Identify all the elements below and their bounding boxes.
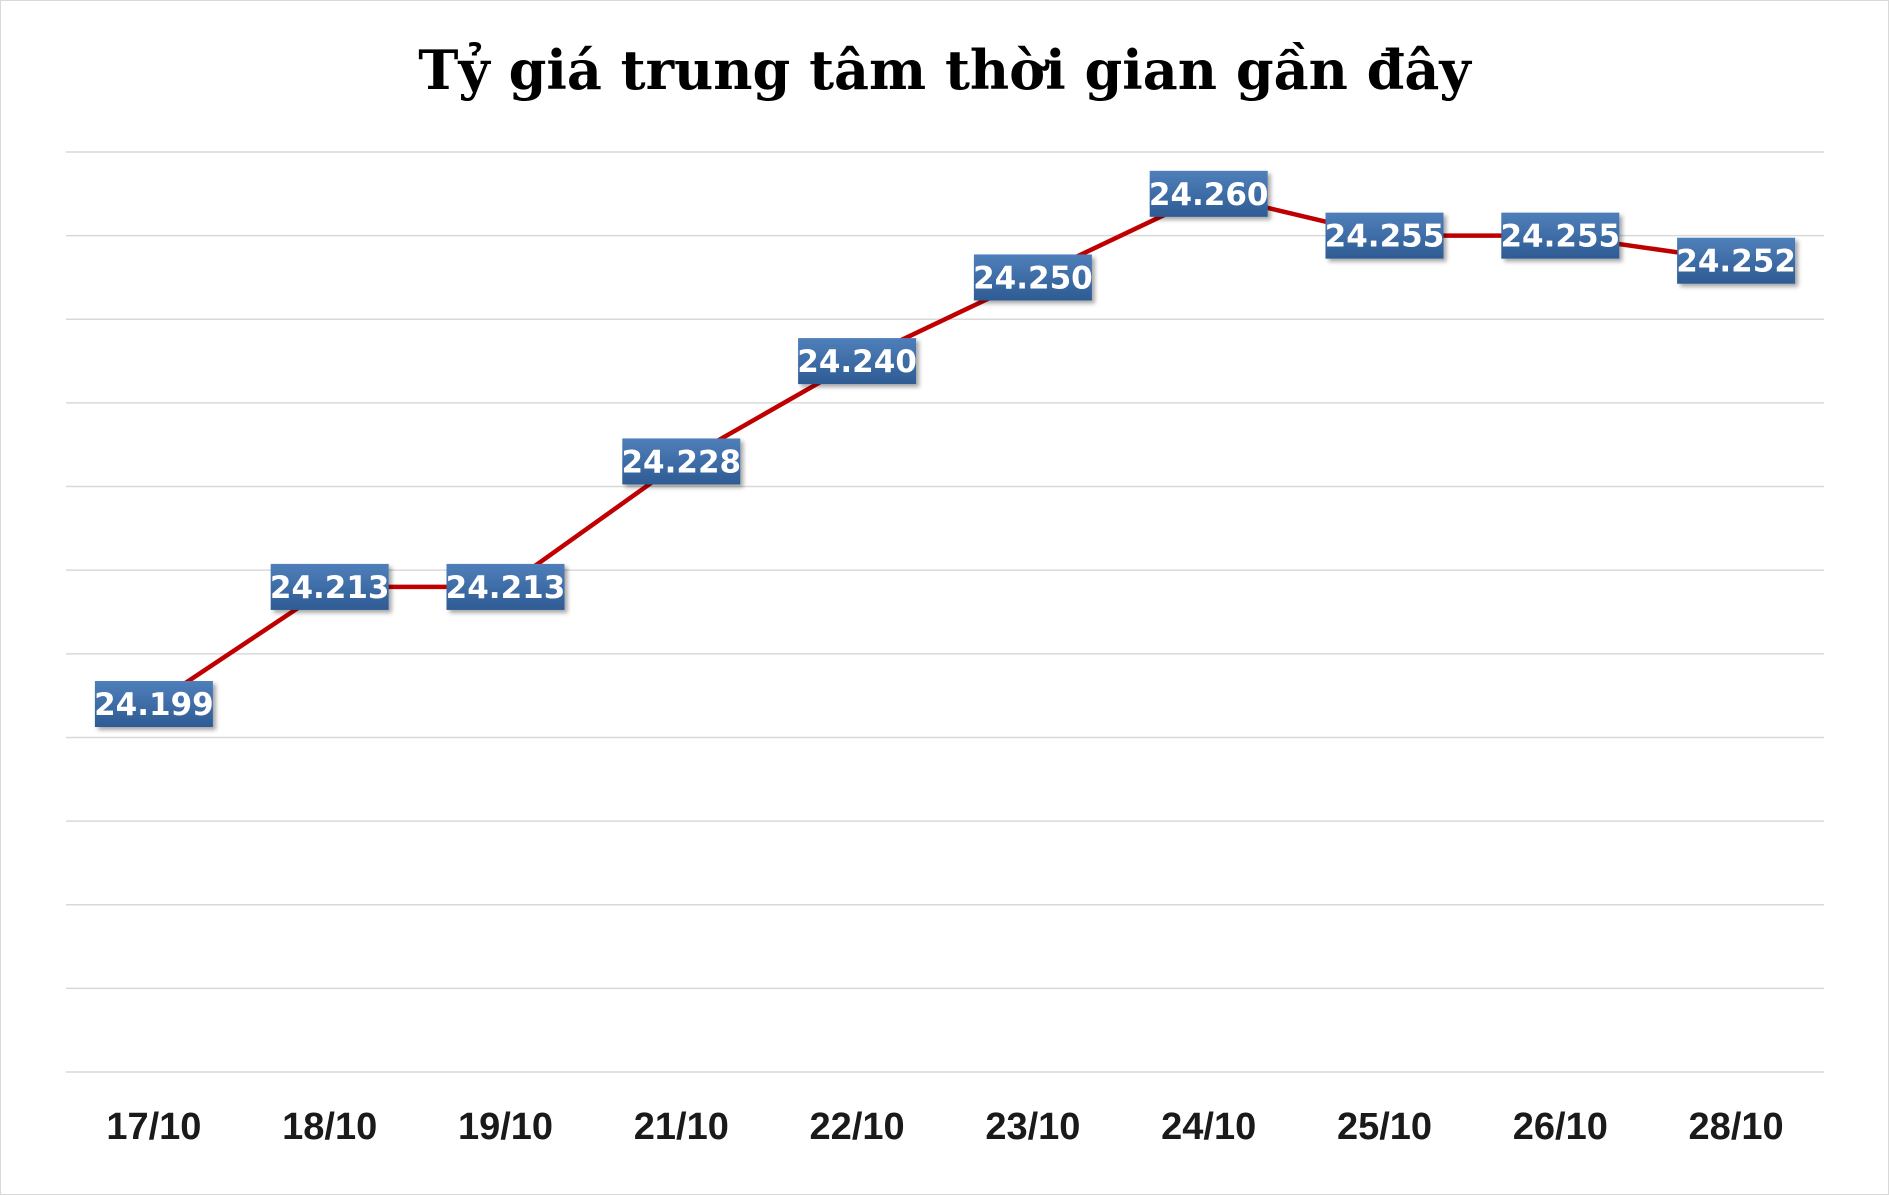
- x-tick-label: 17/10: [106, 1106, 201, 1148]
- data-label-box: [1501, 212, 1620, 259]
- x-tick-label: 26/10: [1513, 1106, 1608, 1148]
- x-tick-label: 21/10: [634, 1106, 729, 1148]
- data-label: 24.255: [1500, 212, 1620, 259]
- x-axis-tick-labels: 17/10 18/10 19/10 21/10 22/10 23/10 24/10 25/10…: [106, 1106, 1783, 1148]
- data-label-text: 24.213: [446, 570, 566, 606]
- data-label: 24.199: [94, 681, 214, 727]
- chart-title: Tỷ giá trung tâm thời gian gần đây: [418, 38, 1471, 102]
- data-label-text: 24.252: [1676, 244, 1796, 280]
- data-label-text: 24.213: [270, 570, 390, 606]
- x-tick-label: 19/10: [458, 1106, 553, 1148]
- x-tick-label: 24/10: [1161, 1106, 1256, 1148]
- data-label-box: [973, 254, 1092, 301]
- gridlines: [66, 151, 1824, 1073]
- data-label-box: [446, 563, 565, 610]
- data-label-box: [94, 681, 213, 727]
- data-label: 24.250: [973, 254, 1093, 301]
- data-label-box: [270, 563, 389, 610]
- x-tick-label: 28/10: [1689, 1106, 1784, 1148]
- data-label: 24.260: [1149, 170, 1269, 217]
- x-tick-label: 23/10: [985, 1106, 1080, 1148]
- data-label-text: 24.255: [1325, 219, 1445, 255]
- data-label-text: 24.255: [1500, 219, 1620, 255]
- data-label-box: [1149, 170, 1268, 217]
- x-tick-label: 18/10: [282, 1106, 377, 1148]
- data-label-box: [798, 338, 917, 385]
- series-line-group: [151, 191, 1739, 706]
- x-tick-label: 25/10: [1337, 1106, 1432, 1148]
- x-tick-label: 22/10: [810, 1106, 905, 1148]
- data-label-text: 24.250: [973, 260, 1093, 296]
- data-label-text: 24.240: [797, 344, 917, 380]
- data-label: 24.228: [621, 438, 741, 485]
- data-labels: 24.199 24.213 24.213 24.228 24.240 24.250 24.2…: [94, 170, 1796, 727]
- data-label: 24.213: [446, 563, 566, 610]
- data-label: 24.252: [1676, 237, 1796, 284]
- data-label-text: 24.199: [94, 687, 214, 723]
- data-label: 24.240: [797, 338, 917, 385]
- data-label: 24.255: [1325, 212, 1445, 259]
- data-label-box: [1677, 237, 1796, 284]
- data-label-text: 24.260: [1149, 177, 1269, 213]
- data-label-box: [1325, 212, 1444, 259]
- series-line: [152, 191, 1737, 706]
- data-label: 24.213: [270, 563, 390, 610]
- data-label-text: 24.228: [621, 444, 741, 480]
- data-label-box: [622, 438, 741, 485]
